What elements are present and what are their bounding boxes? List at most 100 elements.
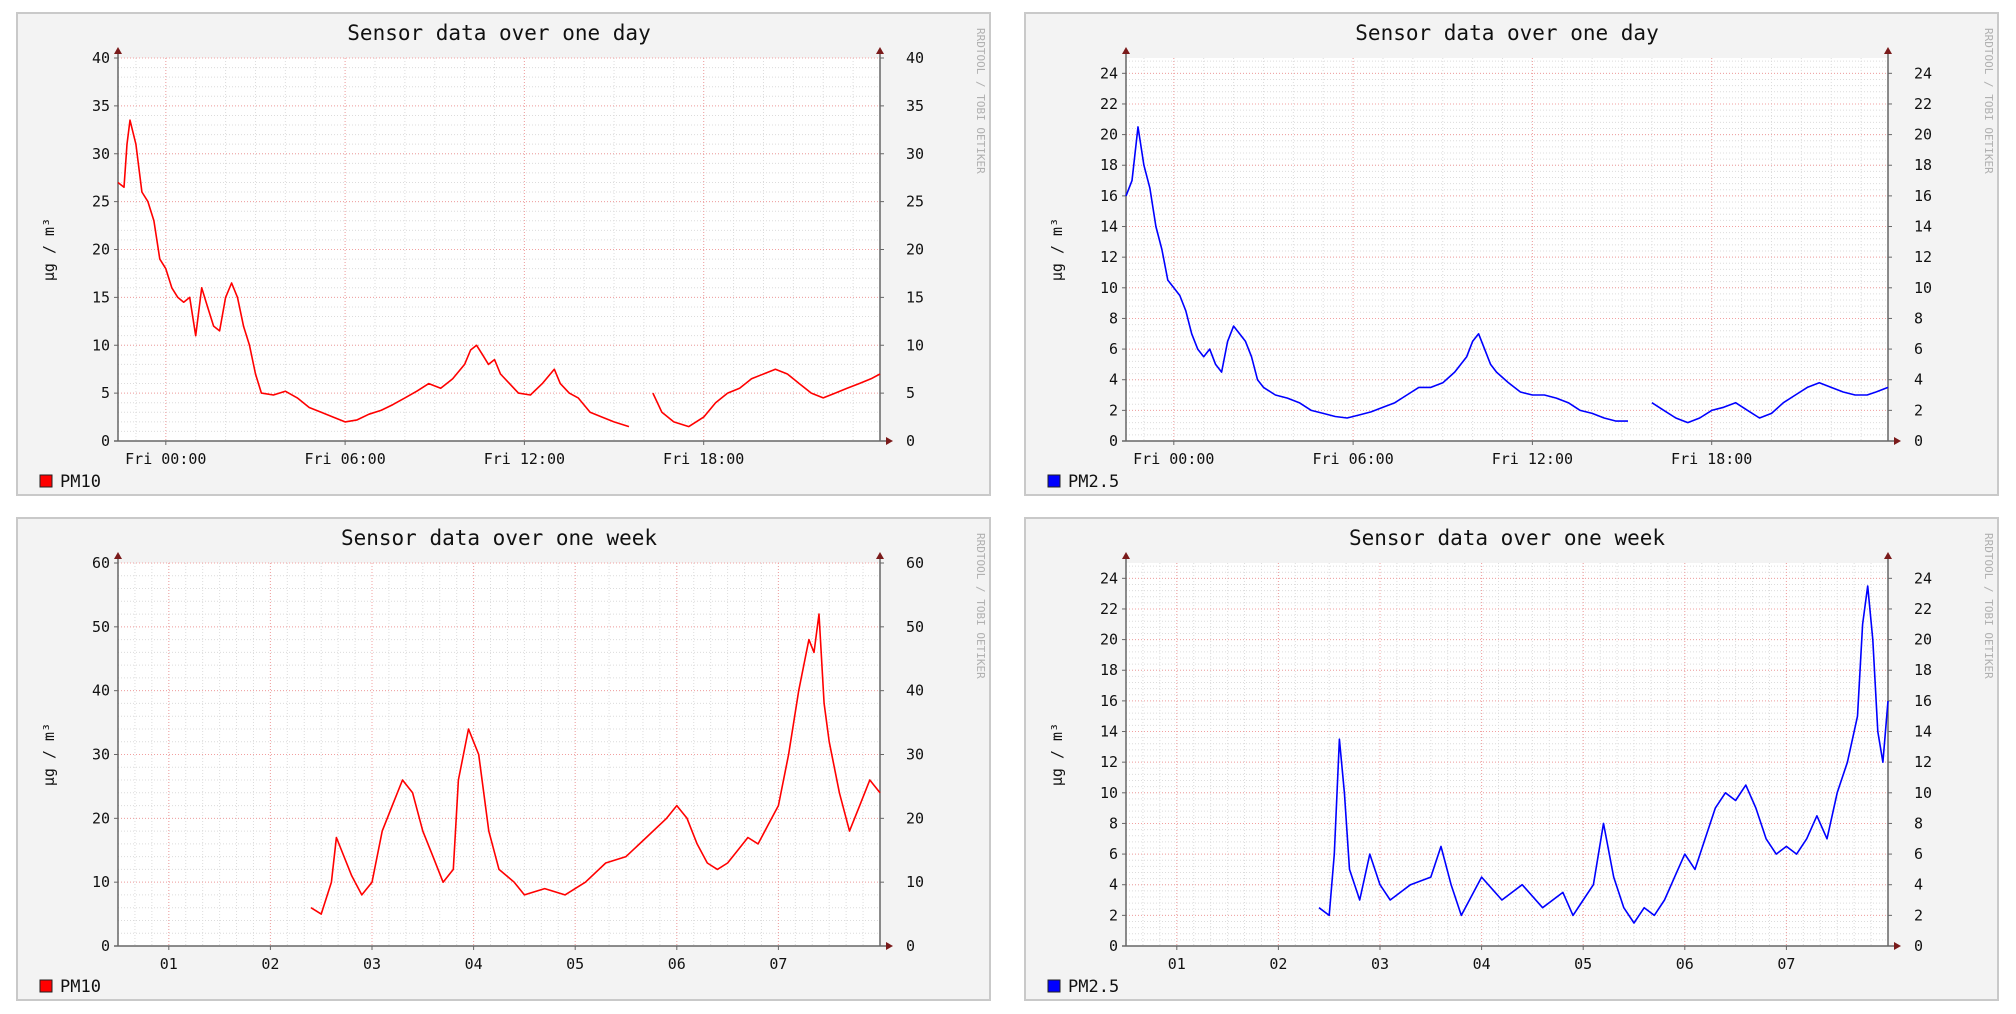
x-tick-label: Fri 00:00 (1133, 450, 1214, 468)
y-tick-label: 25 (92, 193, 110, 211)
y-tick-label: 14 (1100, 218, 1118, 236)
series-line (1318, 585, 1889, 924)
y-tick-label-right: 14 (1914, 218, 1932, 236)
y-tick-label-right: 16 (1914, 692, 1932, 710)
y-tick-label: 0 (1109, 432, 1118, 450)
y-tick-label: 2 (1109, 401, 1118, 419)
x-tick-label: 07 (1777, 955, 1795, 973)
y-tick-label-right: 12 (1914, 753, 1932, 771)
legend-swatch (39, 979, 53, 993)
y-tick-label: 16 (1100, 187, 1118, 205)
x-tick-label: Fri 18:00 (663, 450, 744, 468)
y-tick-label-right: 2 (1914, 401, 1923, 419)
y-axis-arrow (876, 552, 884, 559)
x-tick-label: 06 (668, 955, 686, 973)
y-tick-label-right: 4 (1914, 371, 1923, 389)
y-tick-label-right: 15 (906, 288, 924, 306)
chart-title: Sensor data over one week (1349, 526, 1665, 550)
y-tick-label: 30 (92, 145, 110, 163)
y-tick-label: 8 (1109, 309, 1118, 327)
y-tick-label: 14 (1100, 723, 1118, 741)
y-tick-label-right: 0 (906, 432, 915, 450)
y-tick-label-right: 30 (906, 746, 924, 764)
y-tick-label: 20 (92, 241, 110, 259)
y-tick-label-right: 6 (1914, 340, 1923, 358)
x-tick-label: 04 (1473, 955, 1491, 973)
y-tick-label-right: 10 (1914, 784, 1932, 802)
y-tick-label: 24 (1100, 569, 1118, 587)
series-line (310, 613, 881, 915)
y-tick-label-right: 18 (1914, 156, 1932, 174)
watermark: RRDTOOL / TOBI OETIKER (974, 28, 987, 174)
y-tick-label-right: 25 (906, 193, 924, 211)
chart-title: Sensor data over one week (341, 526, 657, 550)
y-tick-label: 0 (101, 432, 110, 450)
y-axis-arrow (1884, 552, 1892, 559)
y-tick-label: 50 (92, 618, 110, 636)
y-tick-label-right: 16 (1914, 187, 1932, 205)
grid (1126, 563, 1889, 947)
x-tick-label: 01 (160, 955, 178, 973)
y-axis-arrow (114, 552, 122, 559)
y-tick-label: 18 (1100, 661, 1118, 679)
y-tick-label-right: 0 (1914, 937, 1923, 955)
x-axis-arrow (1894, 437, 1901, 445)
chart-title: Sensor data over one day (1355, 21, 1658, 45)
x-axis-arrow (886, 942, 893, 950)
y-tick-label: 12 (1100, 248, 1118, 266)
chart-panel-day-pm10: Sensor data over one day 0 0 5 5 10 10 15 15 20 20… (16, 12, 991, 496)
y-tick-label-right: 12 (1914, 248, 1932, 266)
y-axis-arrow (1122, 552, 1130, 559)
chart-panel-week-pm25: Sensor data over one week 0 0 2 2 4 4 6 6 8 8 10 10 1… (1024, 517, 1999, 1001)
legend-label: PM10 (60, 472, 101, 492)
y-tick-label: 10 (1100, 279, 1118, 297)
x-tick-label: 05 (1574, 955, 1592, 973)
y-tick-label: 40 (92, 49, 110, 67)
y-tick-label-right: 18 (1914, 661, 1932, 679)
legend-swatch (1047, 979, 1061, 993)
legend-label: PM2.5 (1068, 977, 1119, 997)
plot-background (1126, 58, 1888, 441)
y-tick-label-right: 22 (1914, 95, 1932, 113)
x-tick-label: Fri 06:00 (304, 450, 385, 468)
y-tick-label: 5 (101, 384, 110, 402)
chart-svg: Sensor data over one day 0 0 5 5 10 10 15 15 20 20… (39, 21, 987, 492)
y-axis-label: µg / m³ (40, 218, 58, 281)
y-tick-label: 4 (1109, 876, 1118, 894)
y-axis-arrow (1884, 47, 1892, 54)
y-tick-label: 0 (101, 937, 110, 955)
y-axis-label: µg / m³ (40, 723, 58, 786)
legend-swatch (1047, 474, 1061, 488)
chart-panel-day-pm25: Sensor data over one day 0 0 2 2 4 4 6 6 8 8 10 10 12… (1024, 12, 1999, 496)
x-tick-label: Fri 18:00 (1671, 450, 1752, 468)
y-tick-label: 30 (92, 746, 110, 764)
y-tick-label-right: 4 (1914, 876, 1923, 894)
y-axis-label: µg / m³ (1048, 218, 1066, 281)
legend-label: PM2.5 (1068, 472, 1119, 492)
watermark: RRDTOOL / TOBI OETIKER (974, 533, 987, 679)
y-tick-label: 6 (1109, 340, 1118, 358)
x-tick-label: 01 (1168, 955, 1186, 973)
y-tick-label-right: 10 (1914, 279, 1932, 297)
y-tick-label: 20 (92, 809, 110, 827)
y-tick-label: 18 (1100, 156, 1118, 174)
y-tick-label: 15 (92, 288, 110, 306)
y-tick-label-right: 8 (1914, 309, 1923, 327)
y-tick-label: 24 (1100, 64, 1118, 82)
x-tick-label: Fri 00:00 (125, 450, 206, 468)
watermark: RRDTOOL / TOBI OETIKER (1982, 28, 1995, 174)
y-tick-label-right: 10 (906, 873, 924, 891)
x-axis-arrow (886, 437, 893, 445)
y-tick-label: 10 (92, 336, 110, 354)
y-tick-label-right: 5 (906, 384, 915, 402)
y-tick-label: 16 (1100, 692, 1118, 710)
x-tick-label: Fri 12:00 (1492, 450, 1573, 468)
x-tick-label: 02 (261, 955, 279, 973)
y-tick-label: 2 (1109, 906, 1118, 924)
y-axis-arrow (1122, 47, 1130, 54)
y-tick-label-right: 35 (906, 97, 924, 115)
y-tick-label: 20 (1100, 631, 1118, 649)
y-tick-label-right: 10 (906, 336, 924, 354)
